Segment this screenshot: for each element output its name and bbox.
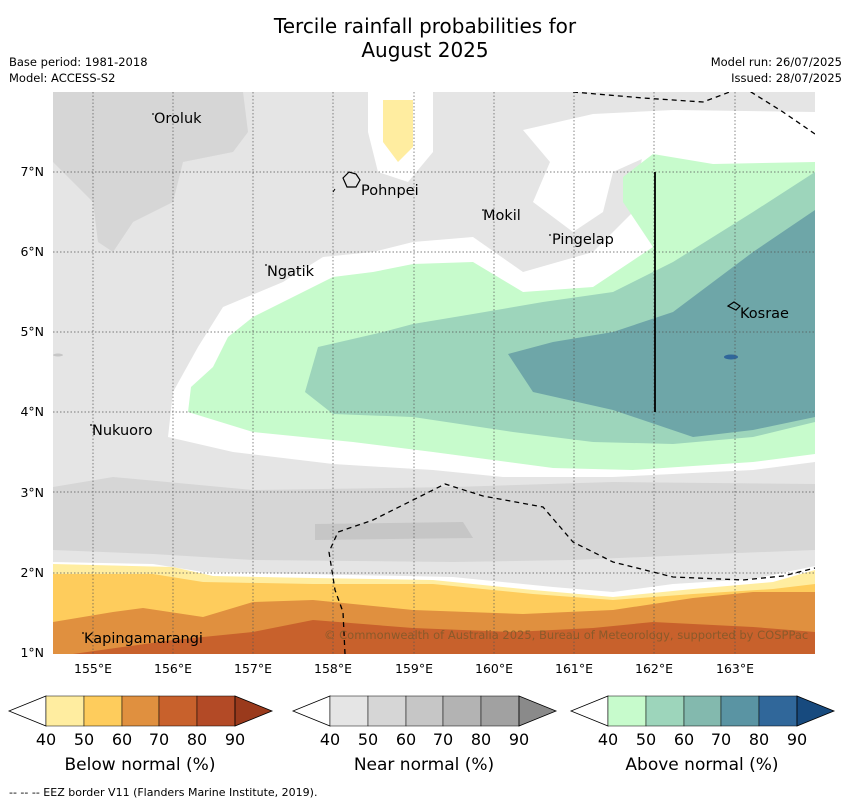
below-swatch-70 xyxy=(158,695,198,727)
map-area xyxy=(53,92,815,654)
x-tick-162e: 162°E xyxy=(634,661,674,676)
near-upper-extension xyxy=(518,695,558,727)
above-tick-60: 60 xyxy=(673,730,695,749)
near-tick-80: 80 xyxy=(470,730,492,749)
below-normal-label: Below normal (%) xyxy=(64,755,216,775)
below-swatch-50 xyxy=(83,695,123,727)
near-swatch-80 xyxy=(480,695,520,727)
near-normal-label: Near normal (%) xyxy=(353,755,495,775)
above-swatch-40 xyxy=(607,695,647,727)
title-line-2: August 2025 xyxy=(361,38,489,62)
above-tick-50: 50 xyxy=(635,730,657,749)
above-normal-label: Above normal (%) xyxy=(625,755,779,775)
below-tick-60: 60 xyxy=(111,730,133,749)
below-tick-70: 70 xyxy=(148,730,170,749)
base-period: Base period: 1981-2018 xyxy=(9,55,148,69)
model-run: Model run: 26/07/2025 xyxy=(710,55,842,69)
below-upper-extension xyxy=(234,695,274,727)
x-tick-155e: 155°E xyxy=(73,661,113,676)
y-tick-2n: 2°N xyxy=(20,565,44,580)
below-tick-40: 40 xyxy=(35,730,57,749)
label-nukuoro: Nukuoro xyxy=(92,423,153,439)
y-tick-6n: 6°N xyxy=(20,244,44,259)
eez-footnote: -- -- -- EEZ border V11 (Flanders Marine… xyxy=(9,786,318,799)
colorbar-near xyxy=(291,695,558,727)
issued-date: Issued: 28/07/2025 xyxy=(731,71,842,85)
y-tick-7n: 7°N xyxy=(20,164,44,179)
below-tick-80: 80 xyxy=(186,730,208,749)
pohnpei-island xyxy=(342,171,361,188)
x-tick-160e: 160°E xyxy=(474,661,514,676)
title-line-1: Tercile rainfall probabilities for xyxy=(273,14,577,38)
label-pohnpei: Pohnpei xyxy=(361,183,419,199)
x-tick-163e: 163°E xyxy=(715,661,755,676)
near-tick-60: 60 xyxy=(395,730,417,749)
above-tick-70: 70 xyxy=(710,730,732,749)
below-swatch-40 xyxy=(45,695,85,727)
climatology-east xyxy=(523,110,815,232)
label-pingelap: Pingelap xyxy=(552,232,614,248)
pohnpei-islet xyxy=(332,188,336,193)
label-mokil: Mokil xyxy=(483,208,521,224)
kosrae-island xyxy=(726,301,741,311)
y-tick-4n: 4°N xyxy=(20,404,44,419)
above-tick-80: 80 xyxy=(748,730,770,749)
copyright-notice: © Commonwealth of Australia 2025, Bureau… xyxy=(324,628,809,642)
above-normal-70-speck xyxy=(724,354,738,360)
near-normal-50-north xyxy=(53,92,248,252)
below-lower-extension xyxy=(7,695,47,727)
graticule xyxy=(53,92,815,654)
above-upper-extension xyxy=(796,695,836,727)
x-tick-156e: 156°E xyxy=(153,661,193,676)
above-normal-60-zone xyxy=(508,210,815,437)
below-tick-90: 90 xyxy=(224,730,246,749)
x-tick-157e: 157°E xyxy=(233,661,273,676)
colorbar-below xyxy=(7,695,274,727)
near-swatch-60 xyxy=(405,695,444,727)
near-tick-70: 70 xyxy=(432,730,454,749)
below-swatch-80 xyxy=(196,695,236,727)
map-title: Tercile rainfall probabilities for Augus… xyxy=(0,14,850,62)
colorbars xyxy=(7,695,836,727)
above-tick-40: 40 xyxy=(597,730,619,749)
near-normal-60-patch xyxy=(315,522,473,540)
map-canvas xyxy=(53,92,815,654)
label-kosrae: Kosrae xyxy=(740,306,789,322)
near-swatch-50 xyxy=(367,695,407,727)
near-normal-50-south xyxy=(53,477,815,562)
x-tick-158e: 158°E xyxy=(313,661,353,676)
label-ngatik: Ngatik xyxy=(267,264,315,280)
above-swatch-60 xyxy=(683,695,722,727)
above-swatch-50 xyxy=(645,695,685,727)
near-tick-40: 40 xyxy=(319,730,341,749)
meta-right: Model run: 26/07/2025 Issued: 28/07/2025 xyxy=(711,54,842,86)
atoll-markers xyxy=(82,113,551,634)
model-name: Model: ACCESS-S2 xyxy=(9,71,116,85)
label-kapingamarangi: Kapingamarangi xyxy=(84,631,203,647)
meta-left: Base period: 1981-2018 Model: ACCESS-S2 xyxy=(9,54,148,86)
y-tick-1n: 1°N xyxy=(20,645,44,660)
above-swatch-80 xyxy=(758,695,798,727)
eez-border xyxy=(328,92,815,654)
below-swatch-60 xyxy=(121,695,160,727)
near-tick-50: 50 xyxy=(357,730,379,749)
below-normal-40-north xyxy=(383,100,413,162)
above-tick-90: 90 xyxy=(786,730,808,749)
below-normal-70-zone xyxy=(73,620,815,654)
above-lower-extension xyxy=(569,695,609,727)
x-tick-159e: 159°E xyxy=(394,661,434,676)
near-swatch-40 xyxy=(329,695,369,727)
near-swatch-70 xyxy=(442,695,482,727)
below-tick-50: 50 xyxy=(73,730,95,749)
x-tick-161e: 161°E xyxy=(554,661,594,676)
near-normal-speck xyxy=(53,353,63,357)
label-oroluk: Oroluk xyxy=(154,111,202,127)
colorbar-above xyxy=(569,695,836,727)
near-lower-extension xyxy=(291,695,331,727)
y-tick-5n: 5°N xyxy=(20,324,44,339)
near-tick-90: 90 xyxy=(508,730,530,749)
y-tick-3n: 3°N xyxy=(20,485,44,500)
above-swatch-70 xyxy=(720,695,760,727)
